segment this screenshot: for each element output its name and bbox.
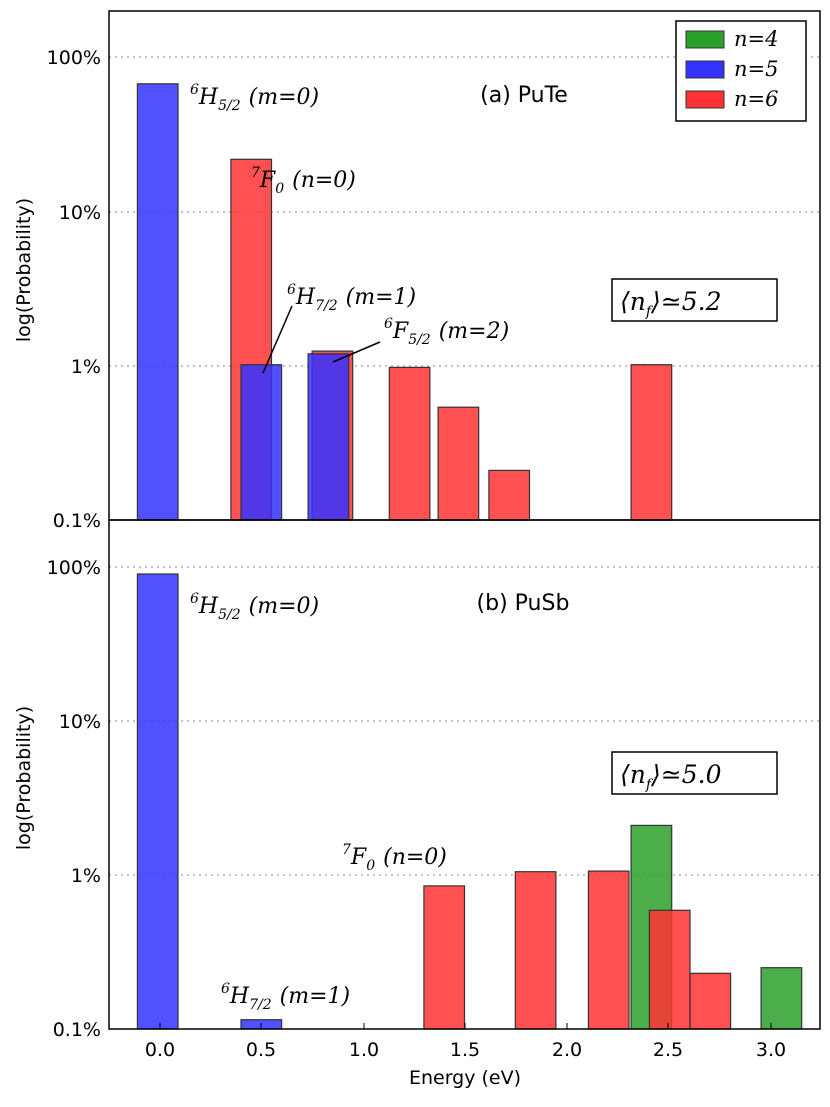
legend-label-n4: n=4: [734, 27, 778, 51]
y-tick-label: 0.1%: [53, 1019, 101, 1041]
bar-n6: [423, 885, 466, 1030]
x-tick-label: 1.0: [349, 1039, 379, 1061]
bar-n6: [388, 366, 431, 521]
bar-n5: [240, 364, 283, 521]
panel-title: (b) PuSb: [477, 591, 570, 616]
y-tick-label: 1%: [71, 356, 101, 378]
y-tick-label: 100%: [47, 557, 101, 579]
bar-n6: [514, 871, 557, 1030]
bar-n6: [437, 406, 480, 521]
x-tick-label: 0.5: [246, 1039, 276, 1061]
x-tick-label: 2.0: [552, 1039, 582, 1061]
bar-n6: [587, 870, 630, 1030]
bars-panel-b: [136, 573, 803, 1030]
mean-nf-label: ⟨nf⟩≃5.0: [620, 760, 722, 793]
x-tick-label: 1.5: [450, 1039, 480, 1061]
x-tick-label: 2.5: [653, 1039, 683, 1061]
x-axis-label: Energy (eV): [409, 1067, 521, 1089]
y-axis-label: log(Probability): [13, 706, 35, 850]
legend-swatch-n6: [685, 90, 725, 109]
mean-nf-box: [611, 751, 778, 795]
bar-n5: [307, 353, 350, 521]
annotation-f52: 6F5/2 (m=2): [384, 316, 509, 348]
panel-b: 100% 10% 1% 0.1% 0.0 0.5 1.0 1.5 2.0 2.5…: [13, 519, 821, 1089]
annotation-h72: 6H7/2 (m=1): [221, 981, 350, 1013]
annotation-h52: 6H5/2 (m=0): [190, 82, 319, 114]
y-tick-label: 10%: [59, 202, 101, 224]
bar-n6: [689, 972, 732, 1030]
bar-n5: [136, 83, 179, 521]
annotation-h52: 6H5/2 (m=0): [190, 591, 319, 623]
bar-n5: [136, 573, 179, 1030]
panel-a: 100% 10% 1% 0.1% log(Probability) (a) Pu…: [13, 10, 821, 532]
bars-panel-a: [136, 83, 673, 521]
legend: n=4 n=5 n=6: [675, 20, 807, 122]
bar-n6: [648, 909, 691, 1030]
legend-swatch-n4: [685, 30, 725, 49]
x-tick-label: 0.0: [145, 1039, 175, 1061]
mean-nf-label: ⟨nf⟩≃5.2: [620, 287, 722, 320]
annotation-h72: 6H7/2 (m=1): [287, 282, 416, 314]
y-tick-label: 100%: [47, 47, 101, 69]
panel-title: (a) PuTe: [480, 83, 568, 108]
y-tick-label: 10%: [59, 711, 101, 733]
x-tick-label: 3.0: [756, 1039, 786, 1061]
y-tick-label: 0.1%: [53, 510, 101, 532]
annotation-arrow: [332, 341, 381, 363]
bar-n4: [760, 967, 803, 1030]
mean-nf-box: [611, 278, 778, 322]
bar-n6: [488, 469, 531, 521]
annotation-f0: 7F0 (n=0): [342, 842, 447, 874]
legend-swatch-n5: [685, 60, 725, 79]
annotation-arrow: [262, 305, 293, 374]
y-tick-label: 1%: [71, 865, 101, 887]
bar-n6: [630, 364, 673, 521]
annotation-f0: 7F0 (n=0): [251, 165, 356, 197]
legend-label-n5: n=5: [734, 57, 778, 81]
y-axis-label: log(Probability): [13, 198, 35, 342]
legend-label-n6: n=6: [734, 87, 778, 111]
